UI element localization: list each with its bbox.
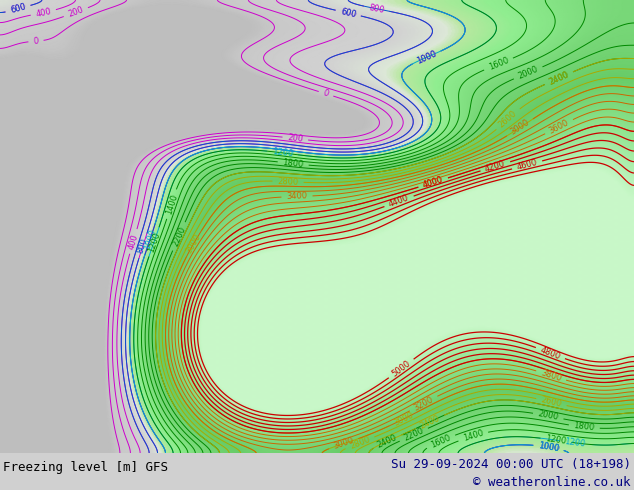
Text: 1600: 1600 — [429, 433, 452, 449]
Text: Su 29-09-2024 00:00 UTC (18+198): Su 29-09-2024 00:00 UTC (18+198) — [391, 458, 631, 471]
Text: 1000: 1000 — [538, 441, 560, 453]
Text: 600: 600 — [9, 2, 27, 15]
Text: 2200: 2200 — [403, 426, 425, 443]
Text: 2000: 2000 — [517, 65, 540, 81]
Text: 800: 800 — [136, 237, 150, 255]
Text: 3400: 3400 — [287, 192, 307, 201]
Text: 200: 200 — [287, 133, 304, 144]
Text: 3200: 3200 — [412, 394, 435, 413]
Text: 1000: 1000 — [538, 441, 560, 453]
Text: 3000: 3000 — [184, 232, 203, 255]
Text: 1200: 1200 — [146, 230, 162, 253]
Text: 1200: 1200 — [564, 437, 586, 448]
Text: 0: 0 — [33, 36, 39, 46]
Text: 600: 600 — [339, 7, 357, 19]
Text: 2400: 2400 — [547, 70, 570, 87]
Text: 2400: 2400 — [376, 433, 399, 450]
Text: 3000: 3000 — [508, 118, 531, 137]
Text: 1800: 1800 — [282, 158, 304, 169]
Text: 600: 600 — [9, 2, 27, 15]
Text: 1200: 1200 — [545, 434, 567, 446]
Text: 2400: 2400 — [418, 413, 441, 430]
Text: 4200: 4200 — [484, 159, 507, 173]
Text: 400: 400 — [127, 233, 140, 250]
Text: 3600: 3600 — [548, 118, 571, 135]
Text: 800: 800 — [368, 3, 385, 15]
Text: 1600: 1600 — [487, 56, 510, 72]
Text: 1000: 1000 — [538, 441, 560, 453]
Text: 2800: 2800 — [277, 177, 299, 187]
Text: 4000: 4000 — [422, 175, 444, 190]
Text: 1000: 1000 — [415, 49, 438, 66]
Text: 1000: 1000 — [143, 228, 158, 251]
Text: 600: 600 — [339, 7, 357, 19]
Text: 2600: 2600 — [540, 395, 563, 409]
Text: 1400: 1400 — [462, 429, 484, 443]
Text: 4400: 4400 — [387, 194, 410, 209]
Text: 200: 200 — [67, 5, 85, 19]
Text: 2800: 2800 — [349, 435, 372, 451]
Text: 1200: 1200 — [271, 147, 294, 159]
Text: 1400: 1400 — [164, 193, 179, 216]
Text: 2400: 2400 — [547, 70, 570, 87]
Text: 1800: 1800 — [573, 421, 595, 433]
Text: 3000: 3000 — [392, 411, 415, 428]
Text: 4800: 4800 — [539, 345, 562, 361]
Text: 1000: 1000 — [415, 49, 438, 66]
Text: Freezing level [m] GFS: Freezing level [m] GFS — [3, 461, 168, 474]
Text: 2600: 2600 — [497, 109, 519, 129]
Text: 2200: 2200 — [171, 225, 187, 248]
Text: 0: 0 — [322, 89, 330, 99]
Text: 5000: 5000 — [390, 359, 412, 378]
Text: 400: 400 — [35, 6, 52, 19]
Text: 2000: 2000 — [537, 410, 559, 422]
Text: 4600: 4600 — [515, 158, 538, 172]
Text: 3000: 3000 — [332, 436, 355, 451]
Text: 3800: 3800 — [540, 368, 562, 383]
Text: 4000: 4000 — [422, 175, 444, 190]
Text: © weatheronline.co.uk: © weatheronline.co.uk — [474, 476, 631, 489]
